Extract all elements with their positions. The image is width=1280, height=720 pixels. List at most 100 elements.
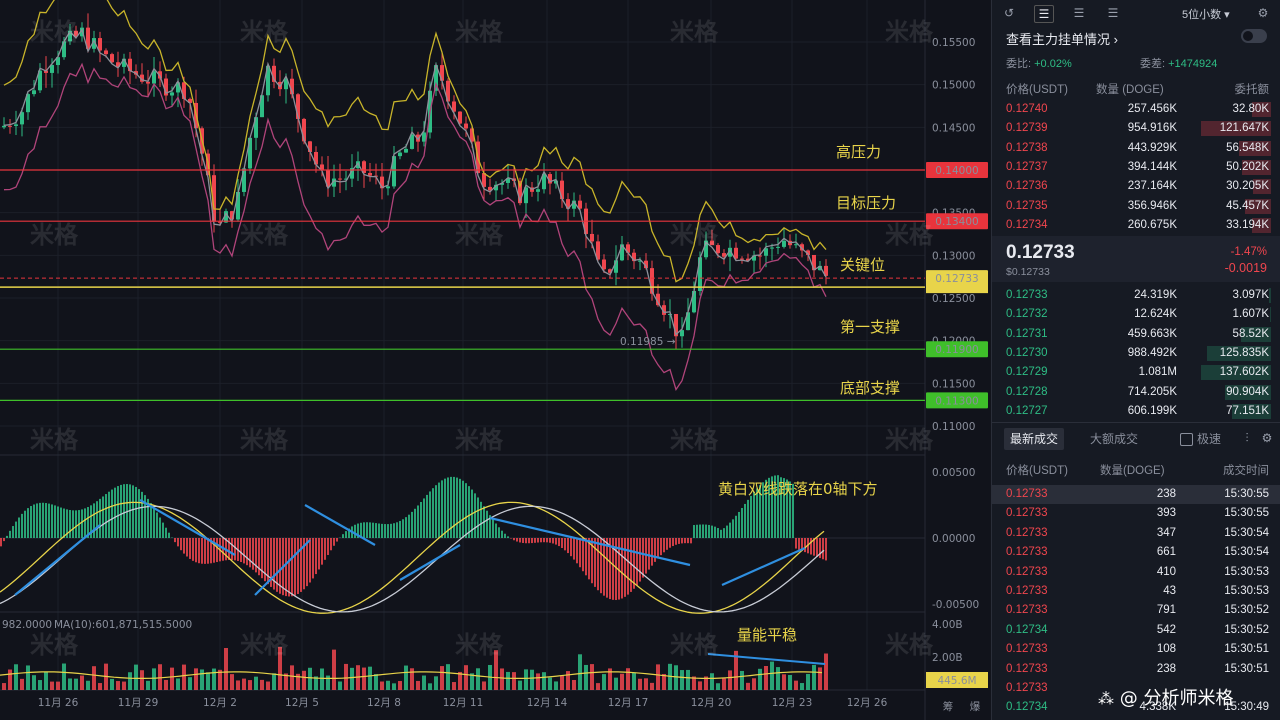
macd-bar: [648, 538, 650, 570]
undo-icon[interactable]: ↺: [1003, 6, 1015, 20]
volume-bar: [134, 664, 138, 690]
orderbook-asks-icon[interactable]: ☰: [1107, 6, 1119, 20]
macd-bar: [144, 495, 146, 538]
bid-row[interactable]: 0.12727 606.199K 77.151K: [992, 402, 1280, 421]
macd-tick-label: 0.00500: [932, 467, 975, 479]
trade-row[interactable]: 0.12733 43 15:30:53: [992, 582, 1280, 601]
macd-bar: [213, 538, 215, 563]
trend-arrow: [304, 504, 376, 546]
macd-tick-label: -0.00500: [932, 599, 979, 611]
volume-bar: [314, 676, 318, 690]
candle-body: [380, 176, 384, 189]
volume-bar: [278, 646, 282, 690]
trade-row[interactable]: 0.12733 238 15:30:55: [992, 485, 1280, 504]
trade-row[interactable]: 0.12733: [992, 679, 1280, 698]
macd-bar: [711, 525, 713, 538]
macd-bar: [777, 475, 779, 538]
ask-qty: 257.456K: [1127, 103, 1177, 115]
tab-big-trades[interactable]: 大额成交: [1090, 432, 1139, 446]
macd-bar: [768, 477, 770, 538]
kline-chart-area[interactable]: 0.155000.150000.145000.140000.135000.130…: [0, 0, 990, 720]
filter-icon[interactable]: ⫶: [1245, 431, 1249, 445]
macd-bar: [150, 503, 152, 538]
ask-row[interactable]: 0.12734 260.675K 33.194K: [992, 216, 1280, 235]
macd-bar: [345, 531, 347, 538]
bid-row[interactable]: 0.12731 459.663K 58.52K: [992, 325, 1280, 344]
trade-row[interactable]: 0.12733 347 15:30:54: [992, 524, 1280, 543]
ask-row[interactable]: 0.12738 443.929K 56.548K: [992, 139, 1280, 158]
orderbook-both-icon[interactable]: ☰: [1034, 5, 1054, 23]
candle-body: [782, 240, 786, 247]
tab-latest-trades[interactable]: 最新成交: [1004, 428, 1065, 450]
bid-row[interactable]: 0.12728 714.205K 90.904K: [992, 383, 1280, 402]
macd-bar: [132, 485, 134, 538]
depth-bar: [1269, 288, 1271, 303]
ask-row[interactable]: 0.12739 954.916K 121.647K: [992, 119, 1280, 138]
ask-row[interactable]: 0.12740 257.456K 32.80K: [992, 100, 1280, 119]
time-tick-label: 12月 14: [527, 697, 568, 709]
volume-bar: [584, 664, 588, 690]
ask-row[interactable]: 0.12736 237.164K 30.205K: [992, 177, 1280, 196]
settings-icon[interactable]: ⚙: [1257, 6, 1269, 20]
trade-row[interactable]: 0.12733 410 15:30:53: [992, 563, 1280, 582]
macd-bar: [675, 538, 677, 545]
volume-bar: [758, 668, 762, 690]
macd-bar: [102, 496, 104, 538]
candle-body: [314, 151, 318, 165]
main-orders-link[interactable]: 查看主力挂单情况 ›: [1006, 32, 1118, 47]
trade-row[interactable]: 0.12733 393 15:30:55: [992, 504, 1280, 523]
price-tick-label: 0.15000: [932, 80, 975, 92]
macd-bar: [501, 530, 503, 538]
time-tick-label: 12月 8: [367, 697, 401, 709]
orderbook-bids-icon[interactable]: ☰: [1073, 6, 1085, 20]
macd-bar: [318, 538, 320, 570]
candle-body: [560, 180, 564, 200]
macd-bar: [645, 538, 647, 574]
macd-bar: [717, 528, 719, 538]
macd-bar: [420, 501, 422, 538]
trade-price: 0.12733: [1006, 565, 1048, 578]
macd-bar: [453, 476, 455, 538]
bid-row[interactable]: 0.12729 1.081M 137.602K: [992, 363, 1280, 382]
candle-body: [176, 82, 180, 93]
macd-bar: [546, 538, 548, 543]
volume-bar: [2, 683, 6, 690]
ask-row[interactable]: 0.12735 356.946K 45.457K: [992, 197, 1280, 216]
macd-bar: [84, 508, 86, 538]
volume-bar: [620, 673, 624, 690]
trade-row[interactable]: 0.12733 661 15:30:54: [992, 543, 1280, 562]
ask-qty: 443.929K: [1127, 141, 1177, 154]
trade-row[interactable]: 0.12733 791 15:30:52: [992, 601, 1280, 620]
trade-qty: 542: [1156, 623, 1176, 636]
kline-chart[interactable]: 0.155000.150000.145000.140000.135000.130…: [0, 0, 990, 720]
candle-body: [572, 200, 576, 209]
bid-price: 0.12731: [1006, 327, 1048, 340]
macd-bar: [723, 528, 725, 538]
ask-price: 0.12739: [1006, 122, 1048, 135]
decimal-select[interactable]: 5位小数 ▾: [1182, 9, 1230, 21]
macd-bar: [597, 538, 599, 591]
orderbook-header: 价格(USDT) 数量 (DOGE) 委托额: [1006, 84, 1269, 96]
trade-row[interactable]: 0.12733 108 15:30:51: [992, 640, 1280, 659]
macd-bar: [792, 483, 794, 538]
change-abs: -0.0019: [1224, 261, 1267, 275]
bid-row[interactable]: 0.12733 24.319K 3.097K: [992, 286, 1280, 305]
speed-checkbox[interactable]: [1180, 433, 1193, 446]
bid-row[interactable]: 0.12732 12.624K 1.607K: [992, 305, 1280, 324]
level-price-tag-text: 0.13400: [935, 216, 978, 228]
volume-bar: [284, 673, 288, 690]
trades-settings-icon[interactable]: ⚙: [1261, 431, 1273, 445]
trade-row[interactable]: 0.12734 542 15:30:52: [992, 621, 1280, 640]
bid-price: 0.12730: [1006, 346, 1048, 359]
candle-body: [302, 118, 306, 142]
main-orders-toggle[interactable]: [1241, 29, 1267, 43]
ask-row[interactable]: 0.12737 394.144K 50.202K: [992, 158, 1280, 177]
macd-bar: [390, 523, 392, 538]
trade-row[interactable]: 0.12734 4.338K 15:30:49: [992, 698, 1280, 717]
depth-bar: [1242, 159, 1271, 175]
volume-bars: [2, 646, 828, 690]
level-price-tag-text: 0.11900: [935, 344, 978, 356]
bid-row[interactable]: 0.12730 988.492K 125.835K: [992, 344, 1280, 363]
trade-row[interactable]: 0.12733 238 15:30:51: [992, 660, 1280, 679]
macd-bar: [33, 504, 35, 538]
